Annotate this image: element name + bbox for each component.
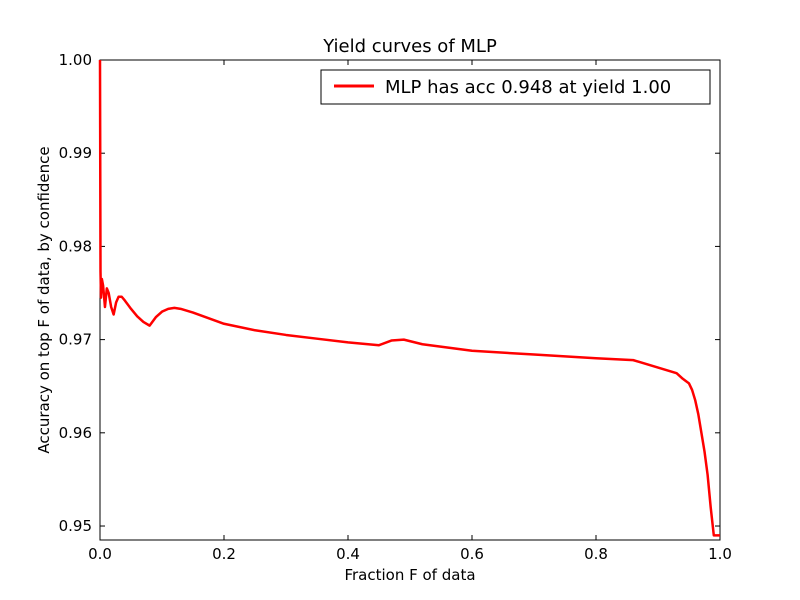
y-tick-label: 0.99 bbox=[59, 144, 92, 162]
x-tick-label: 0.0 bbox=[88, 545, 112, 563]
legend-entry-label: MLP has acc 0.948 at yield 1.00 bbox=[385, 77, 671, 98]
chart-title: Yield curves of MLP bbox=[322, 36, 497, 57]
x-tick-label: 0.6 bbox=[460, 545, 484, 563]
y-axis-label: Accuracy on top F of data, by confidence bbox=[35, 146, 53, 453]
x-tick-label: 0.2 bbox=[212, 545, 236, 563]
series-line-0 bbox=[98, 59, 720, 537]
y-tick-label: 0.98 bbox=[59, 237, 92, 255]
y-tick-label: 0.97 bbox=[59, 331, 92, 349]
x-tick-label: 0.4 bbox=[336, 545, 360, 563]
x-tick-label: 1.0 bbox=[708, 545, 732, 563]
series-layer bbox=[98, 59, 720, 537]
plot-border bbox=[99, 59, 721, 541]
y-tick-label: 1.00 bbox=[59, 51, 92, 69]
plot-area bbox=[100, 60, 720, 540]
axis-ticks: 0.0 0.2 0.4 0.6 0.8 1.0 0.95 0.96 0.97 0.98 0.99 1.… bbox=[59, 51, 732, 563]
x-axis-label: Fraction F of data bbox=[344, 566, 475, 584]
legend: MLP has acc 0.948 at yield 1.00 bbox=[320, 69, 711, 105]
y-tick-label: 0.95 bbox=[59, 517, 92, 535]
x-tick-label: 0.8 bbox=[584, 545, 608, 563]
y-tick-label: 0.96 bbox=[59, 424, 92, 442]
legend-box bbox=[320, 69, 711, 105]
plot-frame bbox=[99, 59, 721, 541]
